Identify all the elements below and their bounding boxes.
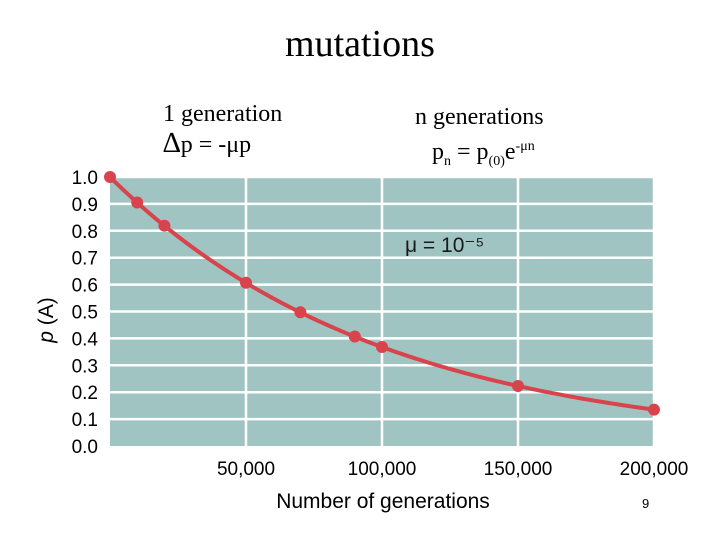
data-point bbox=[376, 341, 388, 354]
eq1-heading: 1 generation bbox=[163, 101, 283, 127]
y-axis-label: p (A) bbox=[35, 297, 58, 344]
y-tick-label: 0.5 bbox=[72, 303, 98, 324]
page-number: 9 bbox=[642, 496, 650, 511]
slide-title: mutations bbox=[285, 23, 435, 65]
eq2-subscript: (0) bbox=[488, 153, 505, 169]
y-tick-label: 0.1 bbox=[72, 410, 98, 431]
eq2-heading: n generations bbox=[415, 104, 544, 130]
data-point bbox=[294, 306, 307, 319]
x-tick-label: 200,000 bbox=[620, 459, 689, 480]
data-point bbox=[158, 219, 171, 232]
eq2-exponent: -μn bbox=[515, 139, 535, 154]
eq2-base: e bbox=[504, 139, 516, 165]
y-tick-label: 1.0 bbox=[72, 168, 98, 189]
eq2-lhs-subscript: n bbox=[444, 153, 451, 169]
y-tick-label: 0.2 bbox=[72, 383, 98, 404]
data-point bbox=[512, 380, 524, 393]
y-axis-label-var: p bbox=[35, 331, 58, 344]
x-tick-label: 50,000 bbox=[217, 459, 275, 480]
delta-symbol: ∆ bbox=[163, 127, 181, 159]
data-points bbox=[104, 171, 660, 416]
eq2-lhs: p bbox=[432, 139, 444, 165]
data-point bbox=[104, 171, 116, 183]
data-point bbox=[348, 330, 361, 343]
eq2-formula: pn = p(0)e-μn bbox=[415, 132, 544, 176]
y-tick-label: 0.0 bbox=[72, 437, 98, 458]
data-point bbox=[648, 403, 660, 416]
grid-lines bbox=[110, 175, 656, 446]
eq1-formula-text: p = -μp bbox=[180, 132, 252, 158]
y-tick-label: 0.4 bbox=[72, 329, 99, 350]
y-tick-label: 0.3 bbox=[72, 356, 98, 377]
one-generation-equation: 1 generation ∆p = -μp bbox=[163, 100, 282, 160]
mu-annotation: μ = 10⁻⁵ bbox=[405, 234, 484, 257]
y-tick-labels: 0.0 0.1 0.2 0.3 0.4 0.5 0.6 0.7 0.8 0.9 1.0 bbox=[72, 168, 99, 458]
y-tick-label: 0.9 bbox=[72, 195, 98, 216]
data-point bbox=[240, 276, 252, 289]
y-tick-label: 0.8 bbox=[72, 222, 98, 243]
eq2-mid: = p bbox=[451, 139, 489, 165]
x-axis-label: Number of generations bbox=[276, 490, 490, 513]
x-tick-label: 100,000 bbox=[348, 459, 417, 480]
y-tick-label: 0.6 bbox=[72, 276, 98, 297]
eq1-formula: ∆p = -μp bbox=[163, 129, 282, 160]
y-axis-label-rest: (A) bbox=[35, 297, 58, 331]
n-generations-equation: n generations pn = p(0)e-μn bbox=[415, 103, 544, 176]
y-tick-label: 0.7 bbox=[72, 249, 98, 270]
data-point bbox=[131, 196, 144, 209]
x-tick-labels: 50,000 100,000 150,000 200,000 bbox=[217, 459, 688, 480]
x-tick-label: 150,000 bbox=[484, 459, 553, 480]
